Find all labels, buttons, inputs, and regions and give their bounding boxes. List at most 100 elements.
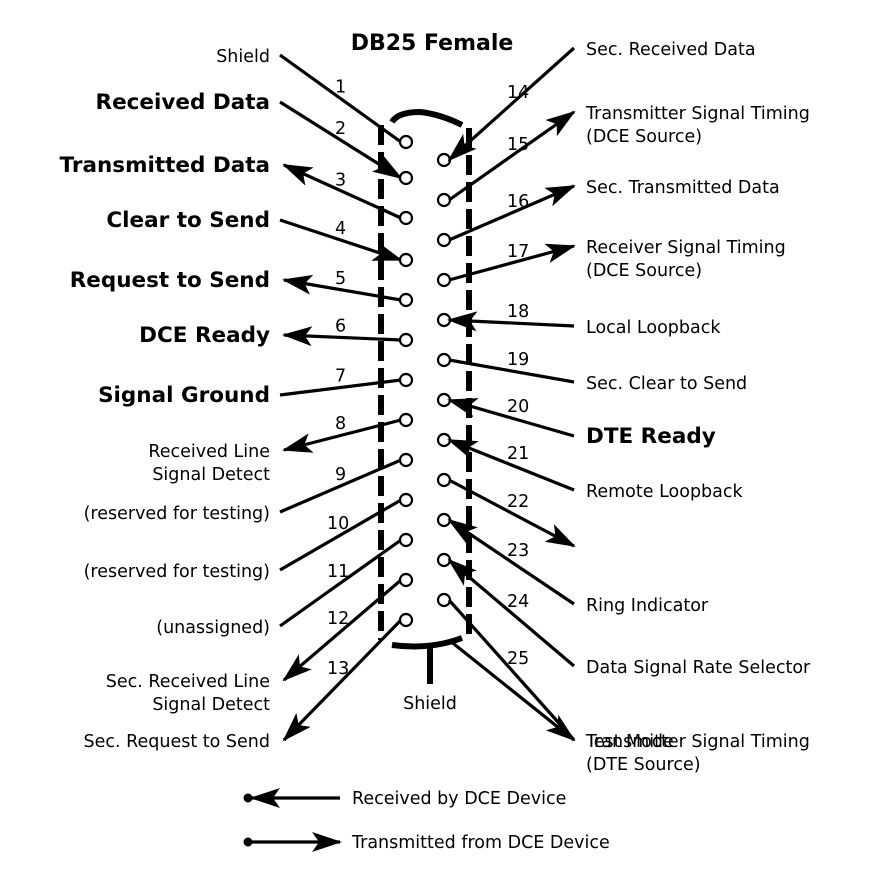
legend-transmitted-dot (243, 837, 253, 847)
pin-25-label: Transmitter Signal Timing (585, 732, 810, 752)
pin-5-leader (282, 274, 402, 302)
pin-21-label: Remote Loopback (586, 482, 744, 502)
pin-test-mode-label: Test Mode (585, 732, 674, 752)
pin-8-label-line2: Signal Detect (152, 465, 270, 485)
diagram-title: DB25 Female (351, 31, 514, 56)
pin-17-label-line2: (DCE Source) (586, 261, 702, 281)
pin-14: 14 Sec. Received Data (436, 40, 756, 168)
pin-16-number: 16 (507, 192, 529, 212)
pin-3-contact (398, 210, 414, 226)
pin-22-leader (448, 478, 576, 548)
pin-8-label: Received Line (148, 442, 270, 462)
legend-received: Received by DCE Device (243, 788, 566, 809)
pin-7-leader (279, 378, 402, 397)
pin-12-leader (282, 578, 403, 682)
pin-8-contact (398, 412, 414, 428)
pin-23: 23 Ring Indicator (436, 512, 709, 616)
pin-12: 12 Sec. Received Line Signal Detect (106, 572, 414, 715)
pin-11-label: (unassigned) (156, 618, 270, 638)
pin-9-contact (398, 452, 414, 468)
pin-7-number: 7 (335, 367, 346, 387)
pin-21-contact (436, 432, 452, 448)
pin-23-contact (436, 512, 452, 528)
pin-17: 17 Receiver Signal Timing (DCE Source) (436, 238, 786, 288)
pin-17-number: 17 (507, 242, 529, 262)
pin-14-label: Sec. Received Data (586, 40, 756, 60)
pin-21: 21 Remote Loopback (436, 432, 744, 502)
pin-1: 1 Shield (216, 47, 414, 150)
pin-19: 19 Sec. Clear to Send (436, 350, 747, 394)
pin-11: 11 (unassigned) (156, 532, 414, 638)
pin-8-leader (282, 418, 402, 453)
pin-16-contact (436, 232, 452, 248)
pin-16-label: Sec. Transmitted Data (586, 178, 780, 198)
pin-15-leader (448, 110, 576, 202)
pin-12-contact (398, 572, 414, 588)
pin-9: 9 (reserved for testing) (84, 452, 414, 524)
legend-received-label: Received by DCE Device (352, 789, 566, 809)
pin-13-number: 13 (327, 659, 349, 679)
pin-15: 15 Transmitter Signal Timing (DCE Source) (436, 104, 810, 208)
pin-10: 10 (reserved for testing) (84, 492, 414, 582)
pin-1-number: 1 (335, 78, 346, 98)
pin-17-contact (436, 272, 452, 288)
pin-17-leader (448, 243, 576, 282)
pin-25-contact (436, 592, 452, 608)
pin-6-label: DCE Ready (139, 323, 270, 348)
pin-19-label: Sec. Clear to Send (586, 374, 747, 394)
shield-bottom-label: Shield (403, 694, 457, 714)
pin-1-contact (398, 134, 414, 150)
pin-18-number: 18 (507, 302, 529, 322)
pin-4-number: 4 (335, 219, 346, 239)
pin-20-number: 20 (507, 397, 529, 417)
pin-14-contact (436, 152, 452, 168)
pin-24-number: 24 (507, 592, 529, 612)
pin-25-number: 25 (507, 649, 529, 669)
pin-23-number: 23 (507, 541, 529, 561)
pin-4-label: Clear to Send (106, 208, 270, 233)
pin-12-label-line2: Signal Detect (152, 695, 270, 715)
pin-24-label: Data Signal Rate Selector (586, 658, 811, 678)
pin-15-label: Transmitter Signal Timing (585, 104, 810, 124)
pin-12-number: 12 (327, 609, 349, 629)
pin-14-leader (447, 46, 576, 162)
pin-23-label: Ring Indicator (586, 596, 709, 616)
pin-20-leader (447, 398, 575, 438)
pin-8: 8 Received Line Signal Detect (148, 412, 414, 485)
pin-12-label: Sec. Received Line (106, 672, 270, 692)
pin-20: 20 DTE Ready (436, 392, 716, 449)
pin-10-label: (reserved for testing) (84, 562, 270, 582)
pin-9-leader (279, 458, 402, 514)
pin-22-number: 22 (507, 492, 529, 512)
pin-25-label-line2: (DTE Source) (586, 755, 701, 775)
pin-6-number: 6 (335, 317, 346, 337)
pin-5-label: Request to Send (70, 268, 270, 293)
pin-13-contact (398, 612, 414, 628)
pin-3-leader (282, 163, 402, 220)
pin-9-number: 9 (335, 465, 346, 485)
pin-15-number: 15 (507, 135, 529, 155)
pin-24: 24 Data Signal Rate Selector (436, 552, 811, 678)
pin-18-contact (436, 312, 452, 328)
pin-15-contact (436, 192, 452, 208)
pin-13-leader (282, 618, 403, 742)
pin-5: 5 Request to Send (70, 268, 414, 308)
pin-3-number: 3 (335, 171, 346, 191)
pin-7: 7 Signal Ground (98, 367, 414, 408)
pin-10-contact (398, 492, 414, 508)
legend-received-dot (243, 793, 253, 803)
pin-2-number: 2 (335, 119, 346, 139)
pin-1-leader (279, 53, 402, 144)
connector-bottom-link (391, 635, 464, 650)
pin-11-leader (279, 538, 402, 628)
pin-11-contact (398, 532, 414, 548)
pin-4-leader (279, 218, 403, 262)
pin-17-label: Receiver Signal Timing (586, 238, 786, 258)
pin-10-number: 10 (327, 514, 349, 534)
pin-2-leader (279, 100, 403, 180)
pin-3: 3 Transmitted Data (60, 153, 414, 226)
pin-19-contact (436, 352, 452, 368)
pin-6-leader (282, 326, 402, 347)
pin-16-leader (448, 184, 576, 242)
